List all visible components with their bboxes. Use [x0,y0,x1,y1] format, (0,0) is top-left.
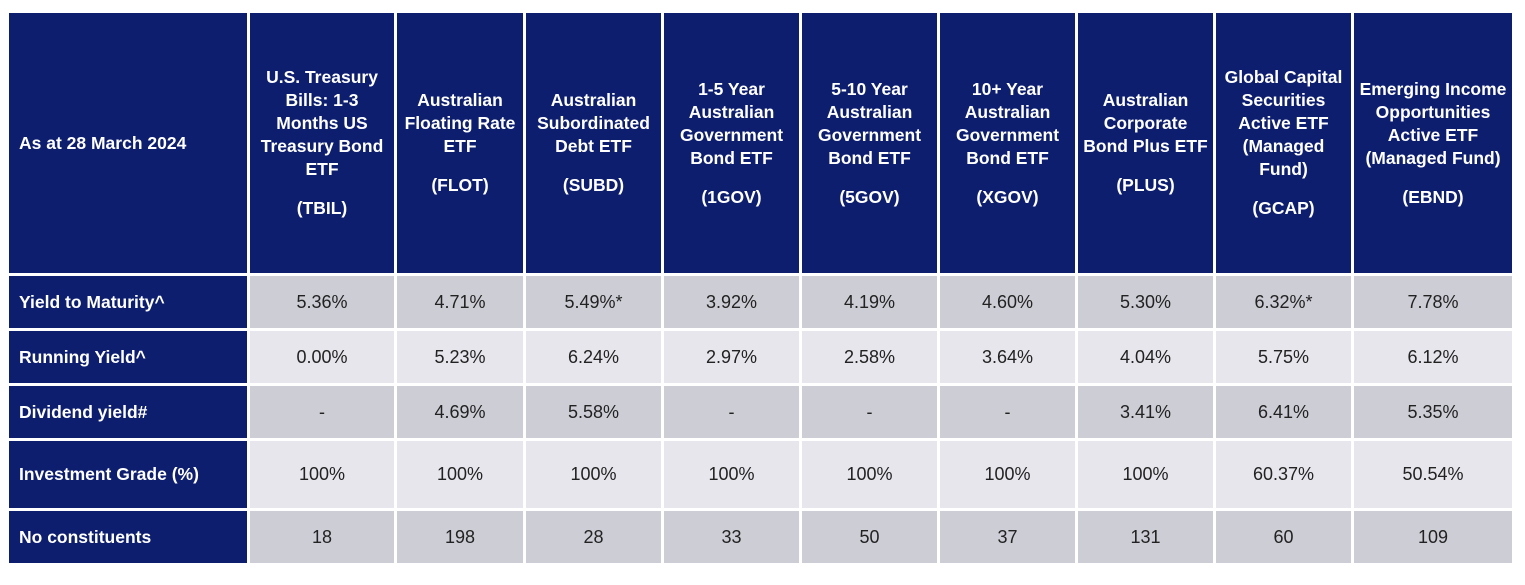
column-ticker: (XGOV) [976,186,1039,207]
row-label: Running Yield^ [9,331,247,383]
table-cell: - [940,386,1075,438]
table-cell: 131 [1078,511,1213,563]
table-cell: 4.19% [802,276,937,328]
table-cell: 5.49%* [526,276,661,328]
table-cell: 100% [664,441,799,508]
table-cell: 4.04% [1078,331,1213,383]
table-cell: 4.60% [940,276,1075,328]
table-cell: 100% [250,441,394,508]
column-name: Global Capital Securities Active ETF (Ma… [1224,67,1343,179]
table-cell: 4.69% [397,386,523,438]
table-cell: 198 [397,511,523,563]
column-header-xgov: 10+ Year Australian Government Bond ETF (… [940,13,1075,273]
table-row-running-yield: Running Yield^ 0.00% 5.23% 6.24% 2.97% 2… [9,331,1512,383]
header-row: As at 28 March 2024 U.S. Treasury Bills:… [9,13,1512,273]
column-ticker: (FLOT) [431,175,489,195]
table-cell: 3.92% [664,276,799,328]
column-name: 10+ Year Australian Government Bond ETF [955,78,1060,168]
column-header-subd: Australian Subordinated Debt ETF (SUBD) [526,13,661,273]
column-ticker: (EBND) [1402,186,1464,207]
column-header-ebnd: Emerging Income Opportunities Active ETF… [1354,13,1512,273]
column-header-plus: Australian Corporate Bond Plus ETF (PLUS) [1078,13,1213,273]
table-row-no-constituents: No constituents 18 198 28 33 50 37 131 6… [9,511,1512,563]
table-cell: - [250,386,394,438]
column-ticker: (TBIL) [296,198,348,218]
table-cell: 50.54% [1354,441,1512,508]
table-cell: 100% [526,441,661,508]
row-label: No constituents [9,511,247,563]
table-cell: 18 [250,511,394,563]
as-at-date-header: As at 28 March 2024 [9,13,247,273]
table-cell: 109 [1354,511,1512,563]
table-cell: 33 [664,511,799,563]
etf-comparison-table-wrapper: As at 28 March 2024 U.S. Treasury Bills:… [6,10,1515,566]
table-cell: 50 [802,511,937,563]
table-cell: 6.32%* [1216,276,1351,328]
column-name: 5-10 Year Australian Government Bond ETF [817,78,922,168]
column-ticker: (1GOV) [701,186,762,207]
column-ticker: (SUBD) [562,175,625,195]
table-cell: 5.58% [526,386,661,438]
table-cell: - [664,386,799,438]
table-cell: 100% [802,441,937,508]
column-name: Australian Subordinated Debt ETF [537,90,650,156]
column-header-gcap: Global Capital Securities Active ETF (Ma… [1216,13,1351,273]
etf-comparison-table: As at 28 March 2024 U.S. Treasury Bills:… [6,10,1515,566]
table-cell: 3.41% [1078,386,1213,438]
table-cell: 5.75% [1216,331,1351,383]
table-cell: 7.78% [1354,276,1512,328]
row-label: Yield to Maturity^ [9,276,247,328]
table-cell: - [802,386,937,438]
table-cell: 2.97% [664,331,799,383]
column-name: U.S. Treasury Bills: 1-3 Months US Treas… [260,67,384,179]
table-cell: 0.00% [250,331,394,383]
column-name: 1-5 Year Australian Government Bond ETF [679,78,784,168]
column-header-5gov: 5-10 Year Australian Government Bond ETF… [802,13,937,273]
table-cell: 5.35% [1354,386,1512,438]
column-name: Australian Corporate Bond Plus ETF [1083,90,1208,156]
table-cell: 5.36% [250,276,394,328]
table-cell: 2.58% [802,331,937,383]
table-cell: 6.24% [526,331,661,383]
column-name: Australian Floating Rate ETF [404,90,516,156]
table-cell: 60 [1216,511,1351,563]
table-cell: 100% [397,441,523,508]
column-header-tbil: U.S. Treasury Bills: 1-3 Months US Treas… [250,13,394,273]
column-name: Emerging Income Opportunities Active ETF… [1359,78,1507,168]
table-cell: 100% [940,441,1075,508]
table-cell: 37 [940,511,1075,563]
table-cell: 28 [526,511,661,563]
table-cell: 60.37% [1216,441,1351,508]
table-cell: 5.30% [1078,276,1213,328]
column-ticker: (PLUS) [1116,175,1175,195]
table-cell: 3.64% [940,331,1075,383]
table-cell: 100% [1078,441,1213,508]
column-ticker: (5GOV) [839,186,900,207]
table-cell: 6.12% [1354,331,1512,383]
table-row-investment-grade: Investment Grade (%) 100% 100% 100% 100%… [9,441,1512,508]
table-cell: 5.23% [397,331,523,383]
row-label: Investment Grade (%) [9,441,247,508]
table-cell: 6.41% [1216,386,1351,438]
column-ticker: (GCAP) [1252,198,1315,218]
column-header-1gov: 1-5 Year Australian Government Bond ETF (… [664,13,799,273]
table-row-dividend-yield: Dividend yield# - 4.69% 5.58% - - - 3.41… [9,386,1512,438]
column-header-flot: Australian Floating Rate ETF (FLOT) [397,13,523,273]
table-cell: 4.71% [397,276,523,328]
row-label: Dividend yield# [9,386,247,438]
table-row-yield-to-maturity: Yield to Maturity^ 5.36% 4.71% 5.49%* 3.… [9,276,1512,328]
